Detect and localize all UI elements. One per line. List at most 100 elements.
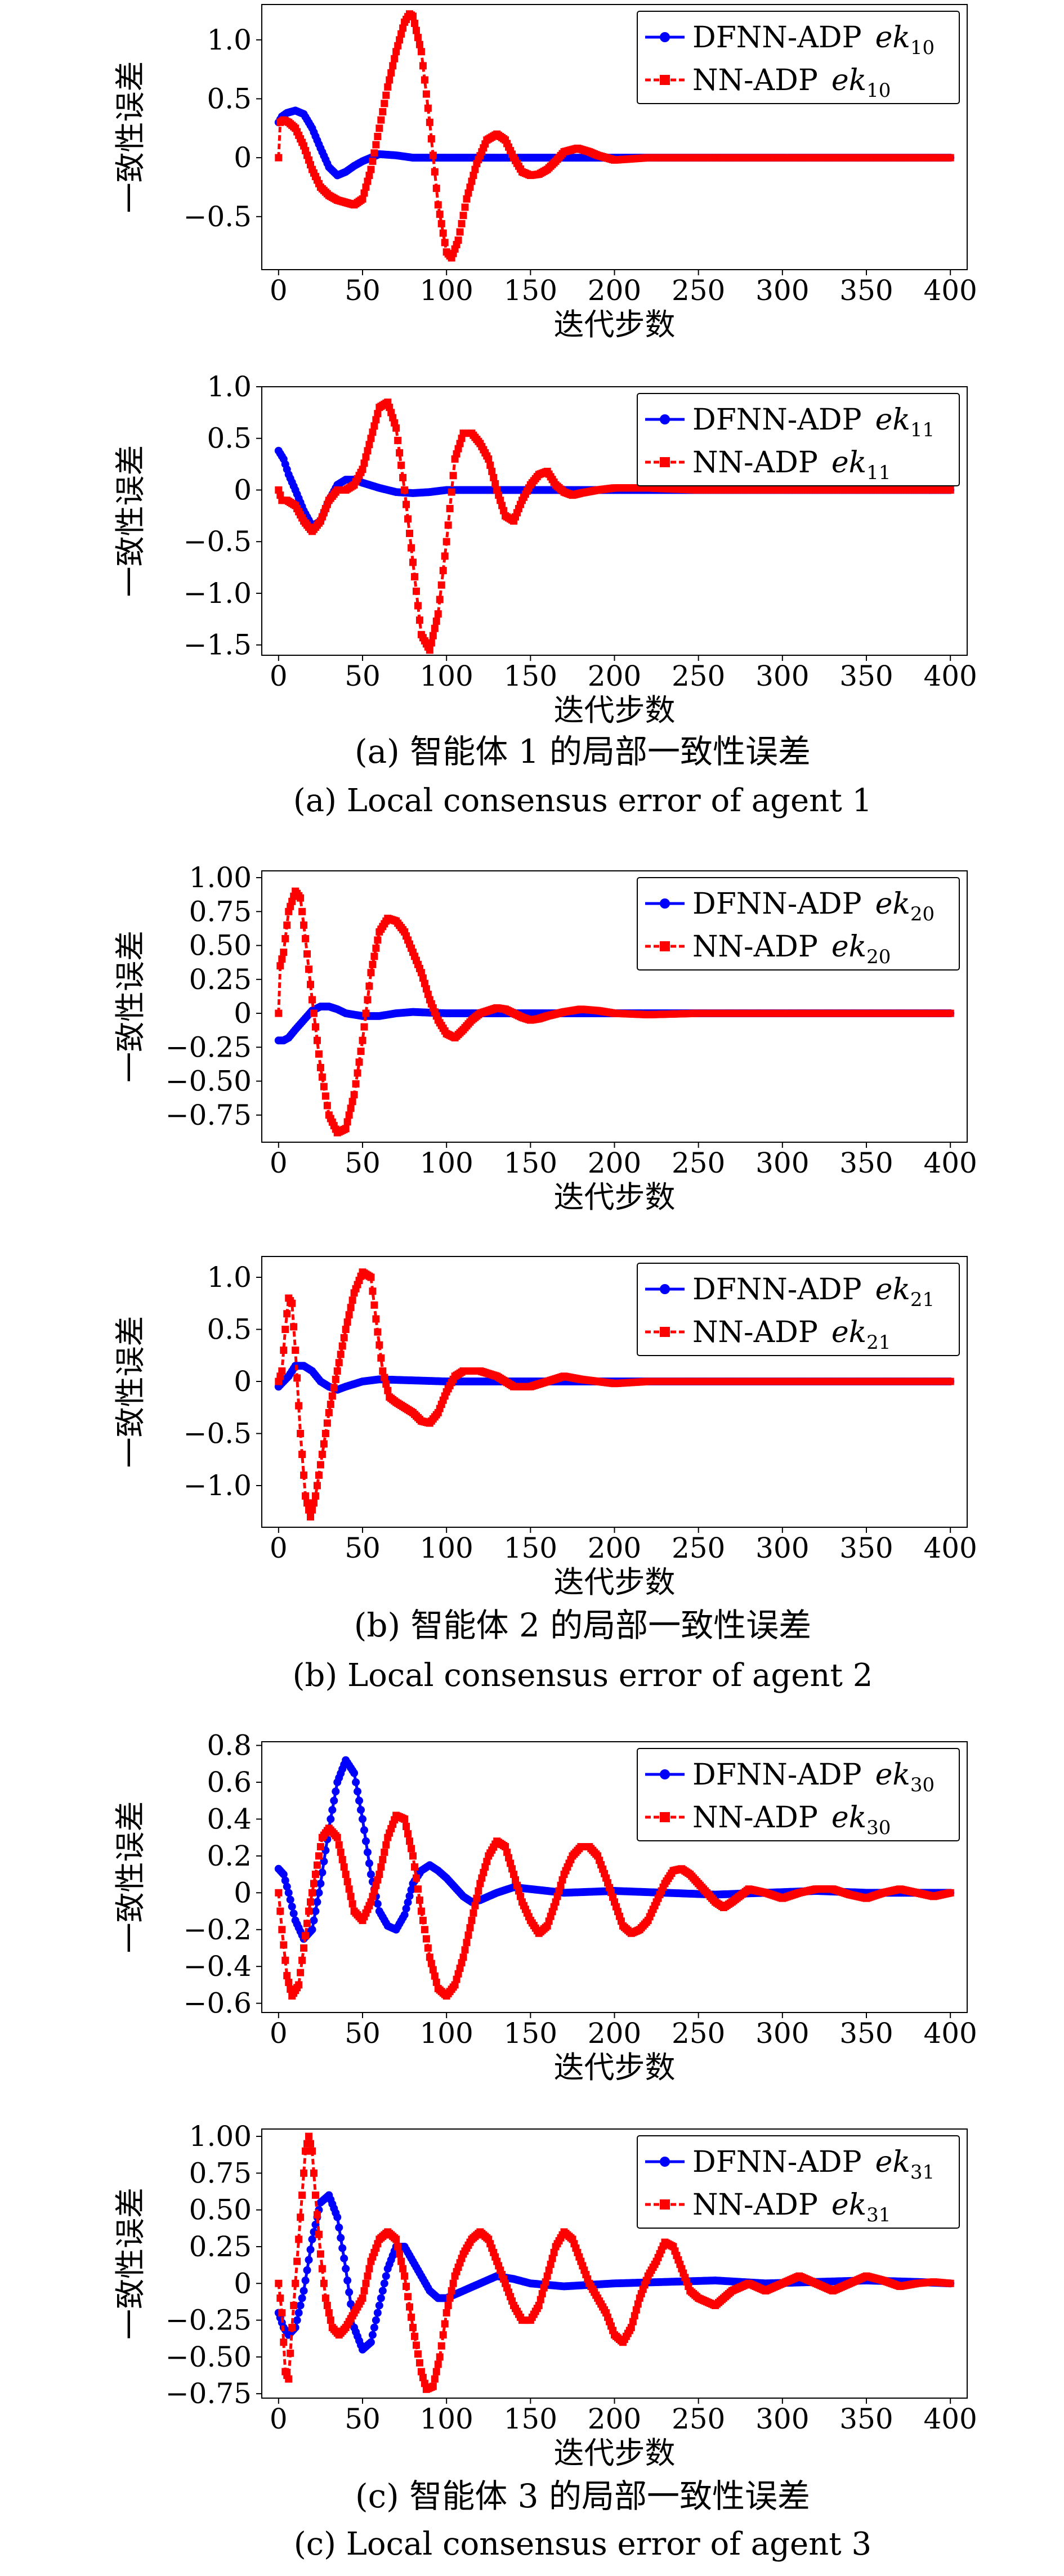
x-tick-label: 150 [504, 274, 557, 307]
data-point [404, 2293, 412, 2301]
data-point [382, 1841, 390, 1849]
data-point [408, 2313, 415, 2321]
data-point [305, 2256, 313, 2264]
data-point [370, 1301, 378, 1309]
x-tick-label: 250 [672, 2403, 725, 2435]
data-point [412, 587, 420, 595]
data-point [288, 1299, 296, 1307]
data-point [406, 2303, 414, 2311]
data-point [409, 2324, 417, 2332]
data-point [293, 1374, 301, 1382]
legend-subscript: 11 [866, 462, 891, 484]
data-point [352, 1778, 360, 1786]
x-tick-label: 200 [588, 2017, 641, 2050]
data-point [343, 1878, 351, 1886]
data-point [366, 1870, 375, 1879]
y-axis-label: 一致性误差 [113, 1316, 148, 1468]
x-tick-label: 400 [923, 1532, 977, 1564]
data-point [311, 1871, 319, 1879]
data-point [409, 1852, 417, 1860]
x-tick-label: 50 [345, 660, 381, 692]
data-point [342, 1326, 350, 1333]
data-point [281, 1326, 289, 1333]
data-point [347, 1104, 355, 1112]
data-point [396, 2250, 404, 2258]
data-point [307, 981, 315, 989]
legend-series-name: NN-ADP [692, 1801, 818, 1835]
legend-marker [660, 414, 670, 424]
data-point [471, 166, 479, 173]
data-point [377, 1354, 385, 1362]
legend-subscript: 21 [866, 1331, 891, 1354]
x-tick-label: 250 [672, 660, 725, 692]
data-point [380, 2279, 388, 2288]
data-point [343, 2277, 352, 2285]
data-point [318, 1073, 326, 1081]
x-tick-label: 400 [923, 2403, 977, 2435]
data-point [278, 1367, 286, 1375]
data-point [280, 2338, 288, 2346]
data-point [359, 2294, 366, 2302]
x-tick-label: 100 [419, 1147, 473, 1179]
data-point [426, 1953, 433, 1961]
data-point [302, 1932, 310, 1940]
data-point [330, 1384, 338, 1392]
data-point [408, 1845, 415, 1853]
legend-entry: DFNN-ADP ek21 [692, 1273, 935, 1311]
data-point [421, 1926, 428, 1934]
data-point [307, 2140, 315, 2148]
x-tick-label: 0 [270, 1532, 288, 1564]
data-point [298, 907, 306, 915]
data-point [333, 2213, 342, 2221]
data-point [459, 1953, 467, 1961]
legend-symbol: ek [875, 1273, 910, 1307]
y-tick-label: 0.8 [207, 1729, 252, 1762]
data-point [294, 2309, 303, 2317]
legend-symbol: ek [875, 887, 910, 921]
data-point [424, 1944, 432, 1952]
legend-series-name: NN-ADP [692, 1316, 818, 1349]
y-tick-label: 1.00 [189, 2120, 252, 2153]
data-point [350, 1091, 358, 1099]
data-point [422, 90, 430, 98]
legend-series-name: DFNN-ADP [692, 1758, 862, 1792]
data-point [427, 135, 435, 143]
data-point [409, 558, 417, 566]
data-point [359, 1815, 366, 1823]
data-point [309, 996, 316, 1004]
data-point [432, 617, 440, 625]
data-point [392, 48, 400, 56]
x-tick-label: 0 [270, 1147, 288, 1179]
data-point [434, 2360, 442, 2368]
y-tick-label: 0 [234, 141, 252, 174]
data-point [374, 936, 382, 944]
legend-entry: DFNN-ADP ek20 [692, 887, 935, 925]
y-tick-label: 0.2 [207, 1840, 252, 1872]
data-point [406, 1837, 414, 1845]
x-tick-label: 300 [755, 274, 809, 307]
data-point [283, 921, 291, 929]
x-tick-label: 0 [270, 274, 288, 307]
data-point [408, 544, 415, 552]
x-tick-label: 100 [419, 1532, 473, 1564]
data-point [360, 459, 368, 467]
data-point [459, 212, 467, 220]
data-point [315, 1472, 323, 1479]
data-point [946, 154, 954, 162]
chart-panel-2: 0 50 100 150 200 250 300 350 4001.000.750.500.25… [113, 861, 977, 1215]
y-tick-label: 0.5 [207, 82, 252, 115]
data-point [444, 521, 452, 529]
legend-marker [660, 1327, 670, 1337]
data-point [285, 1979, 293, 1987]
x-tick-label: 200 [588, 274, 641, 307]
data-point [359, 195, 366, 203]
data-point [367, 1273, 375, 1281]
data-point [337, 1848, 345, 1856]
data-point [389, 62, 397, 70]
data-point [364, 996, 372, 1004]
data-point [436, 2353, 444, 2361]
y-tick-label: 0.5 [207, 1313, 252, 1346]
x-tick-label: 100 [419, 2403, 473, 2435]
data-point [370, 422, 378, 430]
